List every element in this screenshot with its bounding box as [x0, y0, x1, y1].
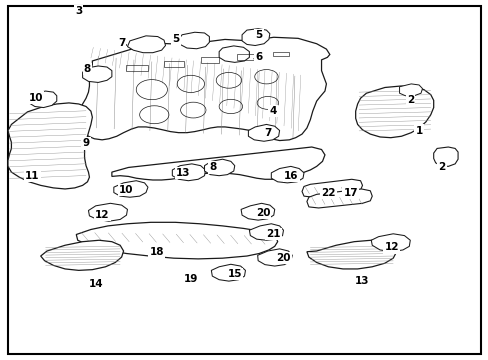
Polygon shape	[127, 36, 165, 53]
Polygon shape	[78, 37, 329, 140]
Polygon shape	[204, 159, 234, 176]
Text: 20: 20	[276, 253, 290, 263]
Text: 7: 7	[264, 128, 271, 138]
Bar	[237, 54, 254, 59]
Polygon shape	[249, 224, 283, 240]
Polygon shape	[241, 203, 274, 220]
Polygon shape	[370, 234, 409, 252]
Text: 11: 11	[25, 171, 40, 181]
Polygon shape	[257, 249, 292, 266]
Text: 4: 4	[268, 106, 276, 116]
Polygon shape	[178, 32, 209, 49]
Bar	[272, 51, 289, 56]
Bar	[126, 64, 148, 71]
Text: 8: 8	[209, 162, 216, 172]
Text: 5: 5	[255, 30, 262, 40]
Text: 2: 2	[437, 162, 445, 172]
Text: 9: 9	[82, 139, 89, 148]
Polygon shape	[211, 264, 245, 281]
Polygon shape	[88, 203, 127, 221]
Polygon shape	[76, 222, 277, 259]
Text: 7: 7	[118, 38, 125, 48]
Polygon shape	[355, 86, 433, 138]
Polygon shape	[242, 29, 269, 45]
Text: 2: 2	[406, 95, 413, 105]
Text: 10: 10	[28, 93, 43, 103]
Text: 16: 16	[284, 171, 298, 181]
Polygon shape	[172, 164, 205, 181]
Text: 18: 18	[149, 247, 163, 257]
Text: 10: 10	[119, 185, 134, 195]
Polygon shape	[306, 240, 396, 269]
Text: 12: 12	[95, 210, 109, 220]
Polygon shape	[271, 166, 304, 183]
Text: 3: 3	[75, 6, 82, 17]
Text: 21: 21	[266, 229, 281, 239]
Polygon shape	[112, 147, 325, 180]
Text: 19: 19	[183, 274, 198, 284]
Polygon shape	[306, 189, 371, 208]
Polygon shape	[248, 125, 279, 141]
Text: 15: 15	[227, 269, 242, 279]
Polygon shape	[114, 181, 148, 197]
Polygon shape	[219, 46, 249, 62]
Polygon shape	[399, 84, 422, 96]
Bar	[163, 61, 183, 67]
Text: 13: 13	[354, 276, 369, 286]
Text: 14: 14	[88, 279, 103, 289]
Polygon shape	[41, 240, 123, 270]
Text: 8: 8	[84, 64, 91, 74]
Polygon shape	[82, 66, 112, 82]
Text: 17: 17	[343, 188, 357, 198]
Text: 6: 6	[255, 52, 262, 62]
Text: 20: 20	[255, 208, 270, 218]
Text: 13: 13	[176, 168, 190, 178]
Polygon shape	[433, 147, 457, 166]
Polygon shape	[8, 103, 92, 189]
Text: 5: 5	[172, 35, 180, 44]
Polygon shape	[29, 91, 57, 108]
Bar	[200, 57, 219, 63]
Text: 12: 12	[384, 242, 398, 252]
Text: 1: 1	[415, 126, 422, 135]
Text: 22: 22	[321, 188, 335, 198]
Polygon shape	[302, 179, 362, 197]
